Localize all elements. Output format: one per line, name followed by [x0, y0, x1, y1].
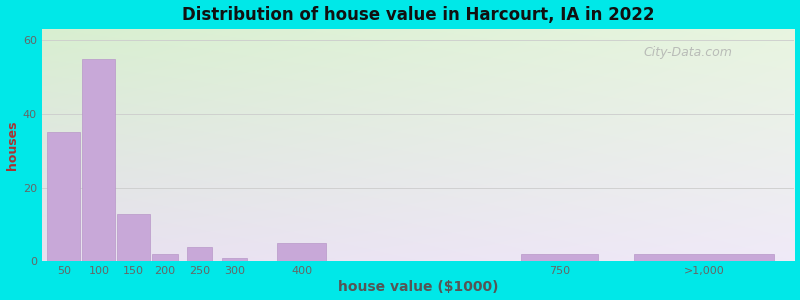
Bar: [186, 247, 213, 261]
X-axis label: house value ($1000): house value ($1000): [338, 280, 498, 294]
Text: City-Data.com: City-Data.com: [644, 46, 733, 59]
Bar: [222, 258, 247, 261]
Bar: [634, 254, 774, 261]
Bar: [522, 254, 598, 261]
Y-axis label: houses: houses: [6, 121, 18, 170]
Bar: [117, 214, 150, 261]
Bar: [278, 243, 326, 261]
Bar: [152, 254, 178, 261]
Bar: [82, 59, 115, 261]
Title: Distribution of house value in Harcourt, IA in 2022: Distribution of house value in Harcourt,…: [182, 6, 654, 24]
Bar: [47, 133, 80, 261]
